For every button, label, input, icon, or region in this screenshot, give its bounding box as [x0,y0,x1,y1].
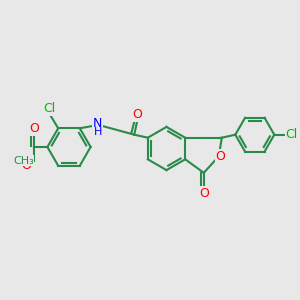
Text: O: O [22,159,31,172]
Text: O: O [29,122,39,135]
Text: Cl: Cl [285,128,298,141]
Text: Cl: Cl [43,102,55,115]
Text: CH₃: CH₃ [13,155,34,166]
Text: O: O [132,108,142,122]
Text: H: H [94,127,102,137]
Text: O: O [215,150,225,163]
Text: O: O [199,187,209,200]
Text: N: N [93,117,103,130]
